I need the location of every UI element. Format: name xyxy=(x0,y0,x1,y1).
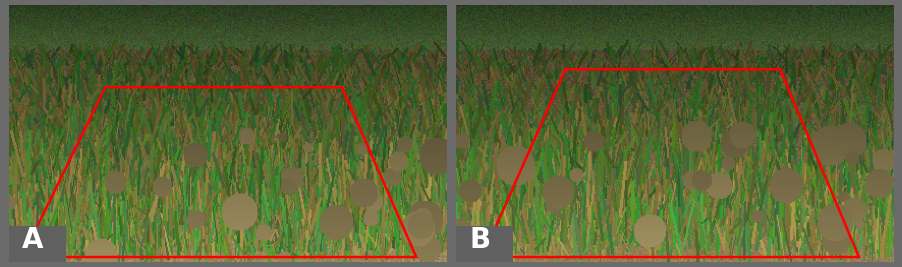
Text: A: A xyxy=(23,226,43,254)
FancyBboxPatch shape xyxy=(456,226,512,262)
Text: B: B xyxy=(469,226,490,254)
FancyBboxPatch shape xyxy=(9,226,66,262)
